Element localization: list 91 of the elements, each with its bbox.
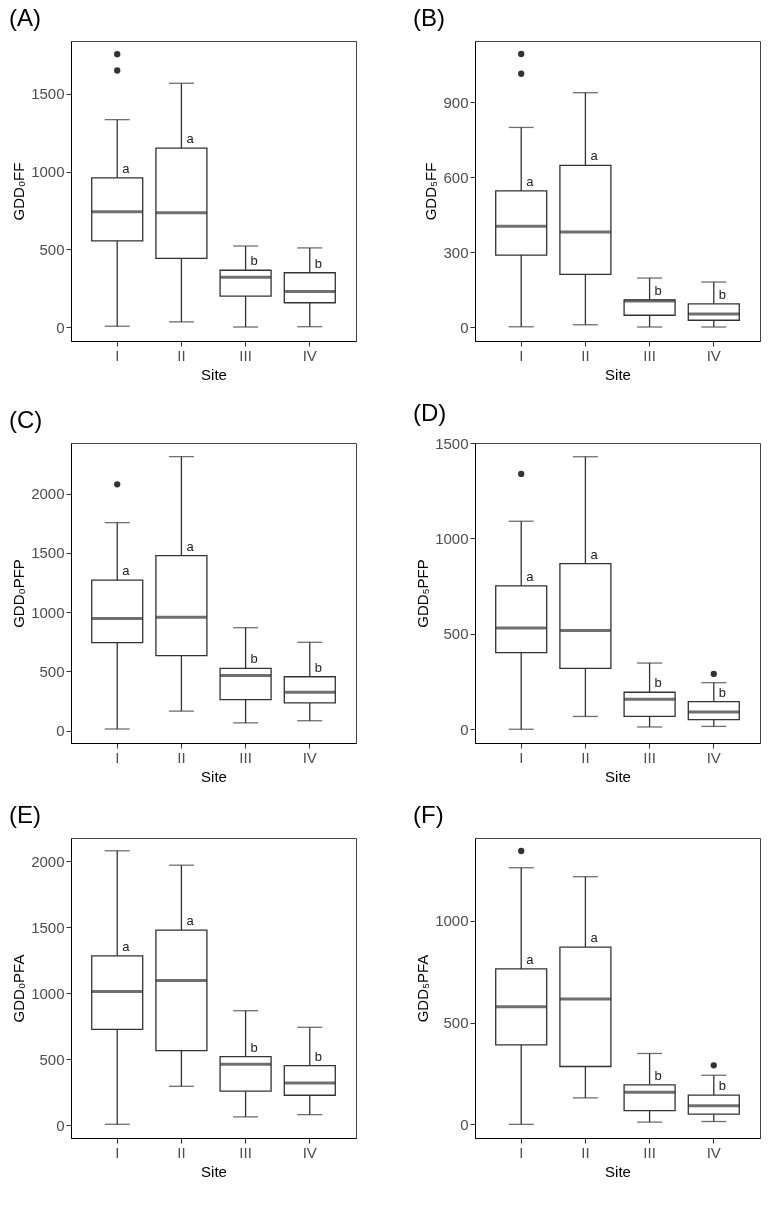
y-tick-label: 500 [39,1050,65,1068]
y-tick-label: 500 [443,1014,469,1032]
annotation: a [526,568,535,584]
annotation: a [526,173,535,189]
x-tick-label: I [519,1143,524,1161]
x-tick-label: I [115,1143,120,1161]
annotation: b [250,253,258,269]
y-tick-label: 500 [39,662,65,680]
annotation: a [122,160,131,176]
annotation: a [590,546,599,562]
x-tick-label: II [581,1143,590,1161]
x-tick-label: III [239,346,252,364]
annotation: a [122,938,131,954]
x-tick-label: I [519,748,524,766]
y-tick-label: 1000 [31,984,65,1002]
chart-title: (A) [9,4,41,31]
y-tick-label: 1500 [435,434,469,452]
x-tick-label: I [519,346,524,364]
annotation: b [314,659,323,675]
chart-title: (C) [9,406,43,433]
annotation: b [654,1067,662,1083]
y-tick-label: 500 [39,240,65,258]
y-tick-label: 900 [443,93,469,111]
y-axis-title: GDD₀PFA [10,954,28,1023]
annotation: b [718,1078,727,1094]
x-tick-label: IV [302,1143,317,1161]
y-tick-label: 0 [56,1116,65,1134]
x-tick-label: II [177,1143,186,1161]
y-tick-label: 500 [443,625,469,643]
y-tick-label: 1500 [31,85,65,103]
y-tick-label: 0 [56,318,65,336]
y-tick-label: 300 [443,243,469,261]
y-axis-title: GDD₀PFP [10,559,28,628]
y-tick-label: 1000 [435,912,469,930]
x-tick-label: I [115,748,120,766]
y-axis-title: GDD₅PFP [414,559,432,628]
x-tick-label: II [581,346,590,364]
y-tick-label: 2000 [31,485,65,503]
y-tick-label: 0 [460,1115,469,1133]
x-axis-title: Site [605,767,631,785]
y-tick-label: 600 [443,168,469,186]
annotation: b [718,684,727,700]
y-tick-label: 1500 [31,544,65,562]
chart-title: (D) [413,399,447,426]
annotation: a [186,131,195,147]
x-axis-title: Site [605,365,631,383]
x-tick-label: IV [706,1143,721,1161]
y-tick-label: 1500 [31,918,65,936]
x-tick-label: IV [706,748,721,766]
annotation: b [250,651,258,667]
chart-title: (B) [413,4,445,31]
x-tick-label: II [581,748,590,766]
x-axis-title: Site [605,1162,631,1180]
x-tick-label: IV [302,346,317,364]
x-tick-label: I [115,346,120,364]
annotation: a [590,148,599,164]
x-tick-label: II [177,346,186,364]
annotation: b [314,1048,323,1064]
y-axis-title: GDD₅FF [422,162,440,221]
x-axis-title: Site [201,767,227,785]
y-tick-label: 1000 [31,603,65,621]
x-tick-label: III [239,748,252,766]
x-tick-label: II [177,748,186,766]
x-tick-label: IV [302,748,317,766]
y-tick-label: 0 [460,720,469,738]
annotation: b [718,286,727,302]
chart-title: (E) [9,801,41,828]
x-tick-label: III [643,346,656,364]
y-axis-title: GDD₀FF [10,162,28,221]
y-tick-label: 1000 [435,529,469,547]
annotation: b [314,255,323,271]
y-tick-label: 0 [56,722,65,740]
annotation: b [654,282,662,298]
annotation: a [186,913,195,929]
annotation: a [122,563,131,579]
annotation: a [526,951,535,967]
y-tick-label: 0 [460,318,469,336]
x-axis-title: Site [201,365,227,383]
x-axis-title: Site [201,1162,227,1180]
annotation: a [186,538,195,554]
y-tick-label: 2000 [31,852,65,870]
x-tick-label: III [643,1143,656,1161]
x-tick-label: III [643,748,656,766]
x-tick-label: III [239,1143,252,1161]
annotation: a [590,930,599,946]
y-axis-title: GDD₅PFA [414,954,432,1023]
chart-title: (F) [413,801,444,828]
x-tick-label: IV [706,346,721,364]
annotation: b [654,675,662,691]
y-tick-label: 1000 [31,163,65,181]
annotation: b [250,1039,258,1055]
